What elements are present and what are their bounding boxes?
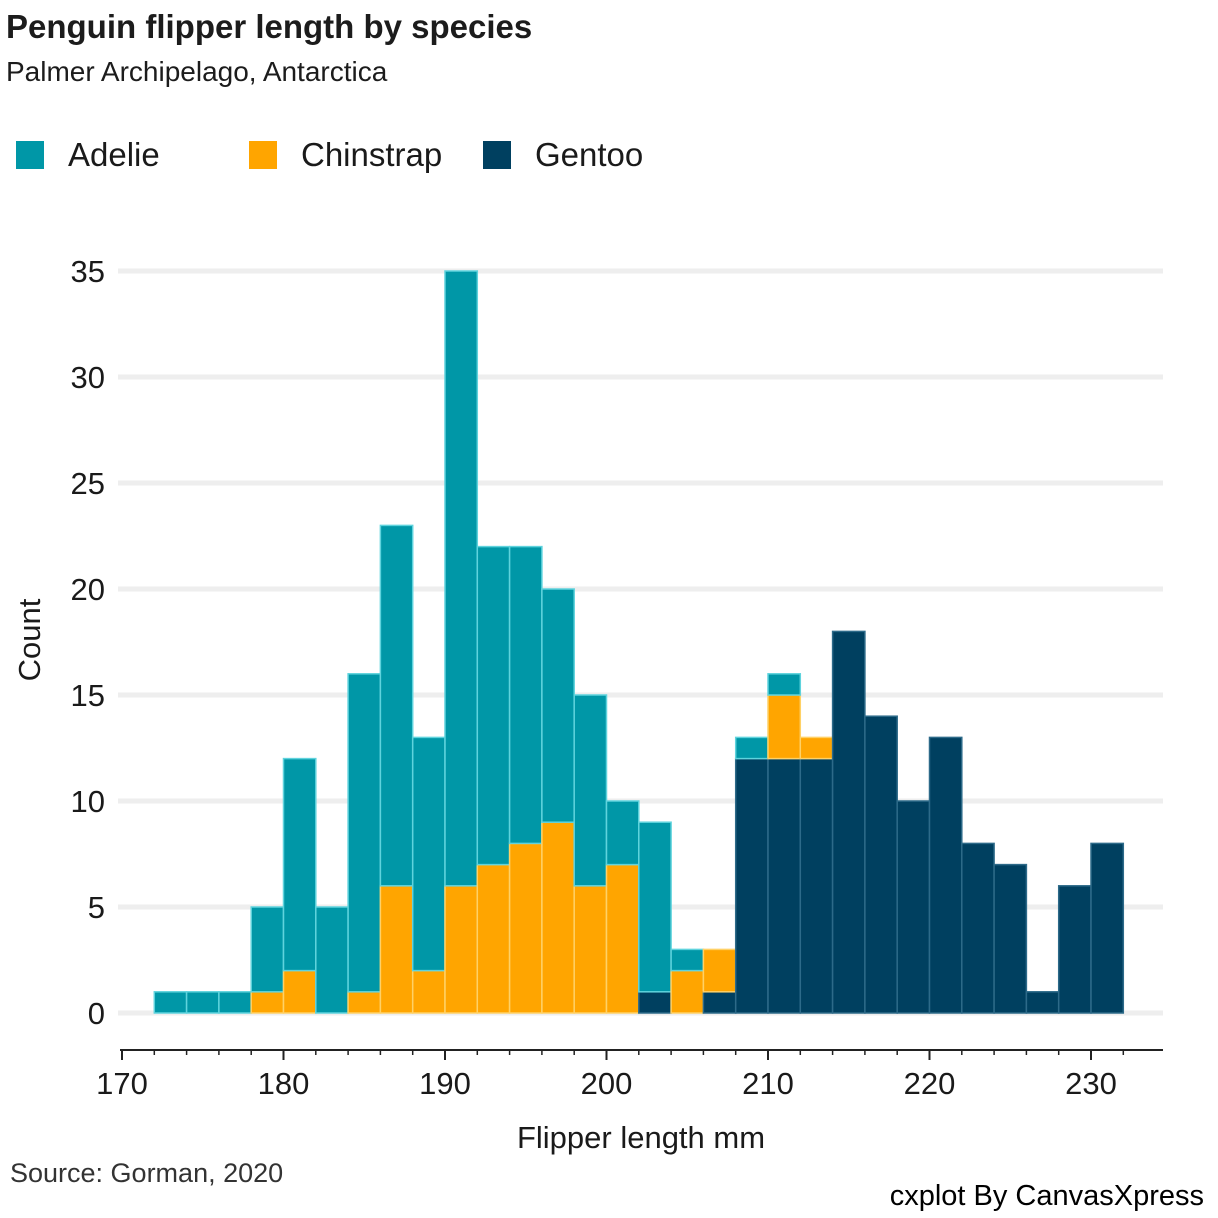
y-axis-label: Count [12, 598, 47, 681]
legend-label-gentoo: Gentoo [535, 136, 643, 173]
x-tick-label: 190 [419, 1066, 471, 1101]
legend-swatch-chinstrap [249, 141, 277, 169]
bar-chinstrap [250, 991, 285, 1014]
bar-adelie [153, 991, 188, 1014]
bar-chinstrap [541, 821, 575, 1014]
bars [153, 270, 1125, 1014]
bar-adelie [573, 694, 608, 887]
y-tick-label: 35 [71, 254, 105, 289]
y-axis-ticks: 0 5 10 15 20 25 30 35 [71, 254, 105, 1031]
bar-chinstrap [670, 969, 705, 1014]
bar-gentoo [734, 757, 769, 1014]
bar-chinstrap [799, 736, 834, 760]
x-tick-label: 220 [904, 1066, 956, 1101]
bar-gentoo [864, 715, 898, 1014]
bar-gentoo [767, 757, 802, 1014]
bar-gentoo [702, 991, 737, 1014]
bar-adelie [347, 673, 382, 993]
bar-adelie [541, 588, 575, 823]
bar-adelie [734, 736, 769, 760]
bar-chinstrap [379, 885, 414, 1014]
bar-chinstrap [767, 694, 802, 760]
grid-lines [118, 268, 1163, 1016]
x-tick-label: 180 [258, 1066, 310, 1101]
bar-adelie [379, 524, 414, 887]
y-tick-label: 0 [88, 996, 105, 1031]
bar-adelie [605, 800, 640, 866]
y-tick-label: 20 [71, 572, 105, 607]
bar-adelie [250, 906, 285, 993]
bar-gentoo [993, 863, 1028, 1014]
x-axis: 170 180 190 200 210 220 230 [96, 1049, 1163, 1101]
bar-adelie [315, 906, 349, 1014]
bar-gentoo [1090, 842, 1125, 1014]
bar-chinstrap [347, 991, 382, 1014]
bar-chinstrap [508, 842, 543, 1014]
bar-adelie [282, 757, 317, 972]
y-tick-label: 25 [71, 466, 105, 501]
bar-gentoo [638, 991, 672, 1014]
legend-label-adelie: Adelie [68, 136, 160, 173]
credit-note: cxplot By CanvasXpress [889, 1180, 1204, 1212]
y-tick-label: 5 [88, 890, 105, 925]
legend-swatch-adelie [16, 141, 44, 169]
bar-adelie [670, 948, 705, 972]
y-tick-label: 10 [71, 784, 105, 819]
bar-gentoo [799, 757, 834, 1014]
x-tick-label: 210 [742, 1066, 794, 1101]
bar-adelie [638, 821, 672, 993]
source-note: Source: Gorman, 2020 [10, 1158, 284, 1188]
x-tick-label: 170 [96, 1066, 148, 1101]
y-tick-label: 30 [71, 360, 105, 395]
bar-gentoo [961, 842, 995, 1014]
bar-gentoo [1025, 991, 1060, 1014]
legend-swatch-gentoo [483, 141, 511, 169]
bar-chinstrap [444, 885, 479, 1014]
x-axis-label: Flipper length mm [517, 1120, 765, 1155]
legend: Adelie Chinstrap Gentoo [16, 136, 643, 173]
bar-adelie [767, 673, 802, 696]
x-tick-label: 230 [1065, 1066, 1117, 1101]
bar-chinstrap [282, 969, 317, 1014]
y-tick-label: 15 [71, 678, 105, 713]
bar-chinstrap [605, 863, 640, 1014]
chart-title: Penguin flipper length by species [6, 8, 533, 45]
bar-chinstrap [411, 969, 446, 1014]
chart-subtitle: Palmer Archipelago, Antarctica [6, 56, 388, 87]
bar-adelie [476, 545, 511, 866]
bar-adelie [218, 991, 252, 1014]
bar-adelie [411, 736, 446, 972]
bar-gentoo [1057, 885, 1092, 1014]
bar-gentoo [896, 800, 931, 1014]
bar-chinstrap [573, 885, 608, 1014]
x-tick-label: 200 [581, 1066, 633, 1101]
bar-chinstrap [476, 863, 511, 1014]
bar-gentoo [928, 736, 963, 1014]
bar-adelie [185, 991, 220, 1014]
bar-chinstrap [702, 948, 737, 993]
legend-label-chinstrap: Chinstrap [301, 136, 442, 173]
bar-adelie [444, 270, 479, 887]
bar-gentoo [831, 630, 866, 1014]
bar-adelie [508, 545, 543, 845]
